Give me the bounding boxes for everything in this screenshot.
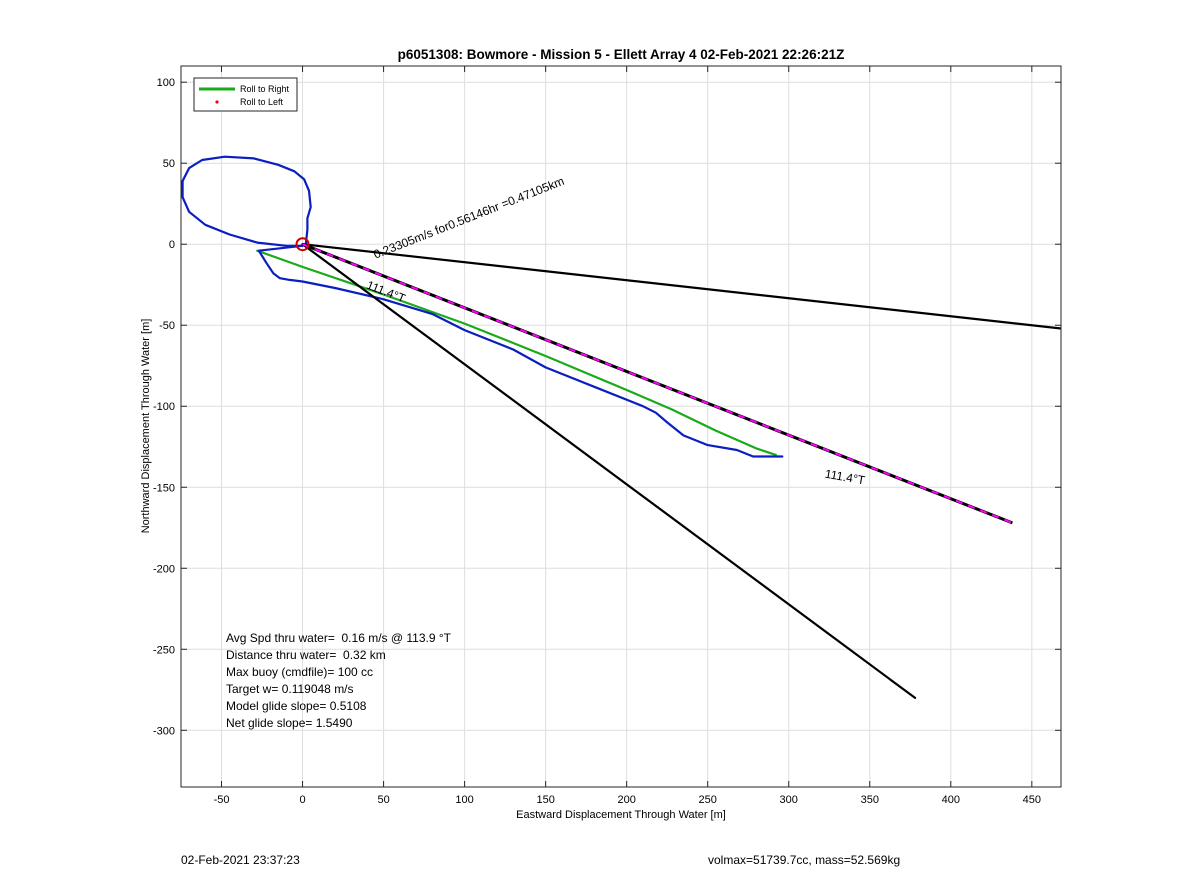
legend-swatch-dot — [215, 100, 219, 104]
y-tick-label: 100 — [157, 77, 175, 89]
stats-line: Net glide slope= 1.5490 — [226, 716, 353, 730]
origin-marker — [295, 237, 310, 252]
legend-label: Roll to Right — [240, 84, 290, 94]
y-tick-label: -50 — [159, 320, 175, 332]
legend-box — [193, 77, 298, 112]
x-tick-label: 350 — [861, 794, 879, 806]
grid-lines — [181, 66, 1061, 787]
series-line-5-dash — [302, 243, 1013, 524]
y-tick-label: -100 — [153, 401, 175, 413]
x-tick-label: 450 — [1023, 794, 1041, 806]
x-tick-label: 200 — [617, 794, 635, 806]
stats-line: Target w= 0.119048 m/s — [226, 682, 354, 696]
x-tick-label: -50 — [214, 794, 230, 806]
annotation-label: 111.4°T — [824, 467, 867, 488]
x-tick-label: 400 — [942, 794, 960, 806]
y-tick-label: -250 — [153, 644, 175, 656]
x-tick-label: 100 — [455, 794, 473, 806]
y-tick-label: -150 — [153, 482, 175, 494]
x-tick-label: 50 — [377, 794, 389, 806]
series-line-0 — [256, 249, 777, 456]
chart-title: p6051308: Bowmore - Mission 5 - Ellett A… — [398, 47, 845, 62]
x-axis-label: Eastward Displacement Through Water [m] — [516, 809, 726, 821]
x-tick-label: 300 — [780, 794, 798, 806]
y-tick-label: -300 — [153, 725, 175, 737]
y-tick-label: 0 — [169, 239, 175, 251]
footer-vol-mass: volmax=51739.7cc, mass=52.569kg — [708, 853, 901, 867]
series-line-1 — [181, 155, 312, 247]
stats-line: Model glide slope= 0.5108 — [226, 699, 367, 713]
series-line-4 — [301, 243, 917, 700]
series-line-3 — [301, 243, 1061, 330]
stats-block: Avg Spd thru water= 0.16 m/s @ 113.9 °T D… — [226, 631, 452, 730]
tick-labels: -50 0 50 100 150 200 250 300 350 400 450 100 50 0 -50 -… — [153, 77, 1041, 806]
legend-label: Roll to Left — [240, 97, 284, 107]
x-tick-label: 150 — [536, 794, 554, 806]
plot-frame — [180, 65, 1062, 788]
stats-line: Max buoy (cmdfile)= 100 cc — [226, 665, 373, 679]
y-tick-label: -200 — [153, 563, 175, 575]
x-tick-label: 0 — [299, 794, 305, 806]
y-axis-label: Northward Displacement Through Water [m] — [140, 319, 152, 534]
y-tick-label: 50 — [163, 158, 175, 170]
data-layer — [181, 155, 1061, 700]
footer-timestamp: 02-Feb-2021 23:37:23 — [181, 853, 300, 867]
stats-line: Distance thru water= 0.32 km — [226, 648, 386, 662]
stats-line: Avg Spd thru water= 0.16 m/s @ 113.9 °T — [226, 631, 452, 645]
legend: Roll to Right Roll to Left — [193, 77, 298, 112]
series-line-2 — [257, 244, 784, 458]
plot-area — [181, 66, 1061, 787]
x-tick-label: 250 — [699, 794, 717, 806]
